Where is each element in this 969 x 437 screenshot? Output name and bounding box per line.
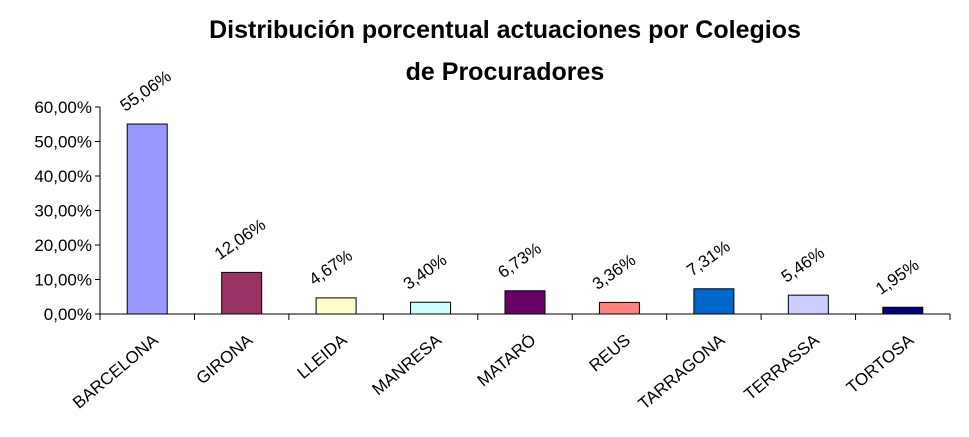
y-tick-label: 40,00% [34,167,92,186]
y-tick-label: 60,00% [34,98,92,117]
x-tick-label: TERRASSA [740,330,823,404]
x-tick-label: LLEIDA [294,330,352,383]
value-label: 55,06% [117,67,175,116]
x-tick-label: BARCELONA [69,330,162,412]
y-tick-label: 50,00% [34,133,92,152]
value-label: 6,73% [494,239,544,282]
x-tick-label: MANRESA [369,330,446,399]
value-label: 4,67% [306,246,356,289]
bar [126,123,168,315]
bar [315,297,357,315]
x-tick-label: REUS [586,331,634,376]
bar [221,271,263,315]
value-label: 1,95% [872,255,922,298]
y-tick-label: 10,00% [34,271,92,290]
chart-title: Distribución porcentual actuaciones por … [209,16,801,44]
bar [504,290,546,315]
bar [410,301,452,315]
chart-title: de Procuradores [406,58,605,86]
bar [693,288,735,315]
value-label: 12,06% [211,215,269,264]
value-label: 7,31% [683,237,733,280]
x-tick-label: TORTOSA [843,330,918,397]
value-label: 3,36% [589,250,639,293]
x-tick-label: MATARÓ [474,331,540,391]
y-tick-label: 30,00% [34,202,92,221]
value-label: 5,46% [778,243,828,286]
value-label: 3,40% [400,250,450,293]
bar [598,301,640,315]
y-tick-label: 0,00% [44,305,92,324]
x-tick-label: GIRONA [193,330,257,388]
x-tick-label: TARRAGONA [635,330,729,413]
bar [787,294,829,315]
y-tick-label: 20,00% [34,236,92,255]
bar [882,306,924,315]
